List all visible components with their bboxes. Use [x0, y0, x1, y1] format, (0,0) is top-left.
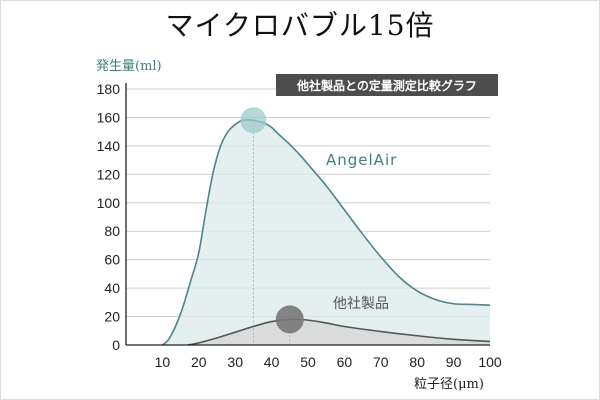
y-tick-label: 100 [97, 195, 121, 211]
y-tick-label: 140 [97, 138, 121, 154]
x-tick-label: 80 [409, 354, 425, 370]
y-tick-label: 20 [104, 309, 120, 325]
y-tick-label: 0 [112, 337, 120, 353]
axis-layer [125, 83, 490, 346]
y-tick-label: 40 [104, 280, 120, 296]
legend-box: 他社製品との定量測定比較グラフ [276, 74, 498, 96]
legend-box-text: 他社製品との定量測定比較グラフ [296, 78, 477, 93]
chart-title: マイクロバブル15倍 [165, 9, 435, 42]
y-tick-label: 120 [97, 166, 121, 182]
x-tick-label: 50 [300, 354, 316, 370]
x-tick-label: 20 [191, 354, 207, 370]
y-tick-label: 160 [97, 109, 121, 125]
peak-marker-0 [240, 107, 267, 134]
peak-marker-1 [275, 305, 304, 334]
series-area-0 [162, 119, 490, 345]
x-tick-label: 100 [478, 354, 502, 370]
x-tick-label: 60 [337, 354, 353, 370]
y-tick-label: 60 [104, 252, 120, 268]
x-tick-label: 90 [446, 354, 462, 370]
series-label-other: 他社製品 [333, 296, 389, 312]
x-axis-label: 粒子径(μm) [414, 377, 484, 392]
x-tick-label: 30 [227, 354, 243, 370]
y-axis-label: 発生量(ml) [96, 59, 162, 74]
series-label-angelair: AngelAir [326, 151, 397, 169]
label-layer: 0 20 40 60 80 100 120 140 160 180 10 20 30 40 50 60 70 80… [97, 81, 502, 370]
y-tick-label: 180 [97, 81, 121, 97]
series-area-1 [187, 319, 490, 345]
x-tick-label: 10 [155, 354, 171, 370]
y-tick-label: 80 [104, 223, 120, 239]
x-tick-label: 70 [373, 354, 389, 370]
x-tick-label: 40 [264, 354, 280, 370]
series-layer [161, 107, 491, 346]
series-line-0 [161, 119, 491, 346]
